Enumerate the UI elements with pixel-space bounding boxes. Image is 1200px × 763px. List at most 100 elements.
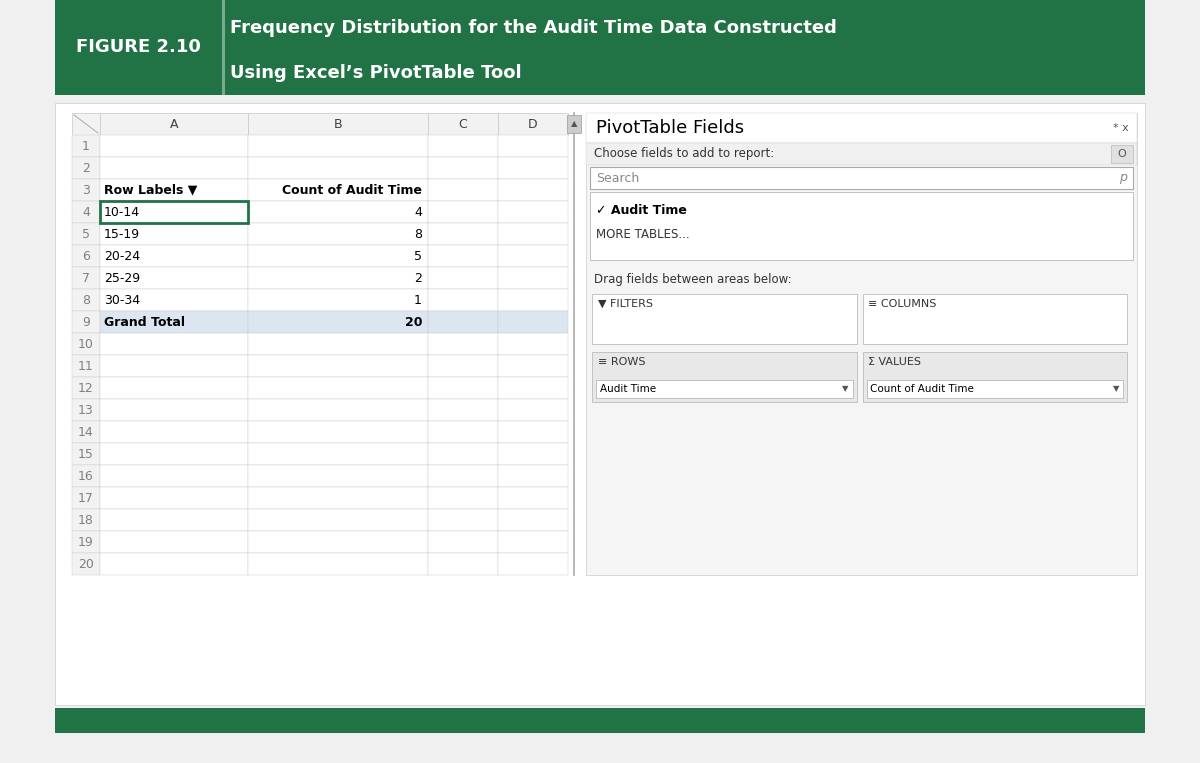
Text: 20: 20	[404, 315, 422, 329]
Bar	[55, 0, 1145, 95]
Bar	[100, 421, 248, 443]
Bar	[72, 135, 100, 157]
Text: 5: 5	[414, 250, 422, 262]
Text: Choose fields to add to report:: Choose fields to add to report:	[594, 147, 774, 160]
Bar	[498, 355, 568, 377]
Bar	[248, 553, 428, 575]
Bar	[568, 115, 581, 133]
Text: ▼: ▼	[842, 385, 848, 394]
Bar	[100, 245, 248, 267]
Bar	[498, 553, 568, 575]
Text: Grand Total: Grand Total	[104, 315, 185, 329]
Bar	[248, 113, 428, 135]
Bar	[248, 355, 428, 377]
Bar	[592, 352, 857, 402]
Text: B: B	[334, 118, 342, 130]
Bar	[428, 531, 498, 553]
Bar	[55, 708, 1145, 733]
Bar	[72, 421, 100, 443]
Bar	[428, 355, 498, 377]
Bar	[72, 399, 100, 421]
Bar	[72, 223, 100, 245]
Text: 10: 10	[78, 337, 94, 350]
Bar	[72, 157, 100, 179]
Bar	[428, 157, 498, 179]
Bar	[498, 289, 568, 311]
Bar	[498, 223, 568, 245]
Bar	[72, 245, 100, 267]
Bar	[72, 509, 100, 531]
Text: O: O	[1117, 149, 1127, 159]
Text: ▼ FILTERS: ▼ FILTERS	[598, 299, 653, 309]
Bar	[248, 399, 428, 421]
Text: 13: 13	[78, 404, 94, 417]
Text: * x: * x	[1114, 123, 1129, 133]
Text: Using Excel’s PivotTable Tool: Using Excel’s PivotTable Tool	[230, 64, 522, 82]
Text: Search: Search	[596, 172, 640, 185]
Bar	[498, 157, 568, 179]
Bar	[428, 443, 498, 465]
Bar	[428, 267, 498, 289]
Text: Count of Audit Time: Count of Audit Time	[282, 183, 422, 197]
Bar	[100, 465, 248, 487]
Bar	[498, 245, 568, 267]
Bar	[72, 289, 100, 311]
Bar	[248, 267, 428, 289]
Bar	[248, 509, 428, 531]
Bar	[72, 179, 100, 201]
Text: 18: 18	[78, 513, 94, 526]
Bar	[72, 465, 100, 487]
Bar	[248, 377, 428, 399]
Bar	[100, 333, 248, 355]
Bar	[100, 311, 248, 333]
Bar	[866, 380, 1123, 398]
Bar	[498, 113, 568, 135]
Bar	[222, 0, 226, 95]
Bar	[428, 509, 498, 531]
Text: ▼: ▼	[1112, 385, 1120, 394]
Text: 7: 7	[82, 272, 90, 285]
Bar	[498, 201, 568, 223]
Bar	[428, 201, 498, 223]
Text: 8: 8	[414, 227, 422, 240]
Bar	[863, 294, 1127, 344]
Bar	[586, 113, 1138, 143]
Bar	[72, 487, 100, 509]
Bar	[100, 487, 248, 509]
Text: Σ VALUES: Σ VALUES	[869, 357, 922, 367]
Bar	[100, 553, 248, 575]
Bar	[248, 201, 428, 223]
Bar	[428, 553, 498, 575]
Text: 17: 17	[78, 491, 94, 504]
Bar	[100, 267, 248, 289]
Bar	[72, 333, 100, 355]
Bar	[428, 135, 498, 157]
Text: Drag fields between areas below:: Drag fields between areas below:	[594, 273, 792, 286]
Text: ≡ COLUMNS: ≡ COLUMNS	[869, 299, 937, 309]
Bar	[498, 487, 568, 509]
Text: 2: 2	[414, 272, 422, 285]
Bar	[72, 443, 100, 465]
Text: 16: 16	[78, 469, 94, 482]
Bar	[428, 179, 498, 201]
Bar	[498, 465, 568, 487]
Text: C: C	[458, 118, 467, 130]
Bar	[100, 179, 248, 201]
Text: 15: 15	[78, 448, 94, 461]
Bar	[498, 399, 568, 421]
Text: Audit Time: Audit Time	[600, 384, 656, 394]
Bar	[596, 380, 852, 398]
Text: p: p	[1120, 172, 1127, 185]
Bar	[100, 509, 248, 531]
Text: 4: 4	[414, 205, 422, 218]
Bar	[72, 113, 100, 135]
Bar	[498, 179, 568, 201]
Text: 10-14: 10-14	[104, 205, 140, 218]
Bar	[248, 421, 428, 443]
Bar	[498, 333, 568, 355]
Text: MORE TABLES...: MORE TABLES...	[596, 227, 690, 240]
Text: PivotTable Fields: PivotTable Fields	[596, 119, 744, 137]
Text: 20-24: 20-24	[104, 250, 140, 262]
Bar	[72, 311, 100, 333]
Bar	[100, 289, 248, 311]
